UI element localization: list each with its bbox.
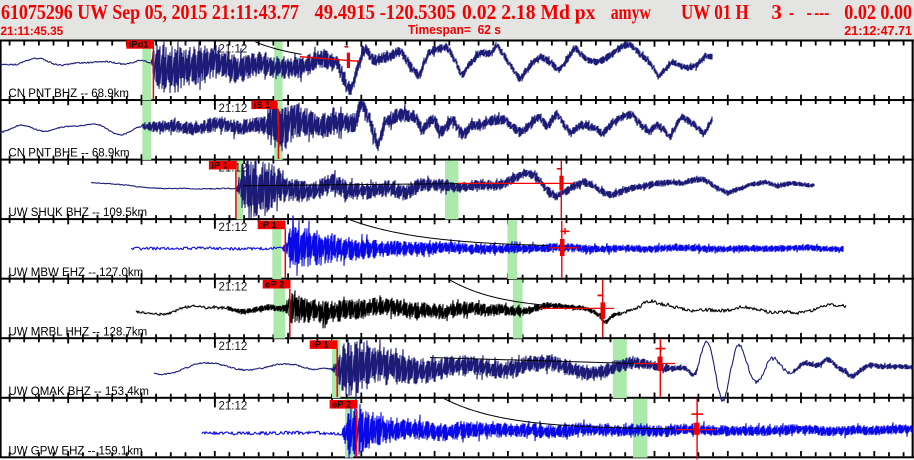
svg-text:-: - — [789, 0, 794, 24]
svg-text:CN PNT BHZ -- 68.9km: CN PNT BHZ -- 68.9km — [8, 88, 129, 100]
svg-text:iP 1: iP 1 — [312, 340, 328, 350]
svg-text:UW SHUK BHZ -- 109.5km: UW SHUK BHZ -- 109.5km — [8, 207, 147, 219]
svg-text:iS 1: iS 1 — [254, 100, 271, 110]
svg-text:21:12: 21:12 — [219, 103, 248, 115]
svg-text:amyw: amyw — [611, 0, 652, 24]
svg-text:UW QMAK BHZ -- 153.4km: UW QMAK BHZ -- 153.4km — [8, 386, 149, 398]
svg-text:21:12:47.71: 21:12:47.71 — [844, 24, 912, 38]
svg-text:eP 2: eP 2 — [265, 279, 284, 289]
svg-text:21:11:45.35: 21:11:45.35 — [1, 26, 64, 38]
svg-text:eP 2: eP 2 — [332, 399, 351, 409]
svg-text:iP 1: iP 1 — [211, 160, 227, 170]
svg-text:21:12: 21:12 — [219, 341, 248, 353]
svg-text:iPd1: iPd1 — [129, 40, 149, 50]
svg-text:UW 01 H: UW 01 H — [681, 0, 749, 24]
svg-text:21:12: 21:12 — [219, 43, 248, 55]
svg-text:49.4915 -120.5305: 49.4915 -120.5305 — [315, 0, 456, 24]
svg-text:0.02 2.18 Md px: 0.02 2.18 Md px — [462, 0, 596, 24]
svg-text:Timespan= 62 s: Timespan= 62 s — [408, 22, 501, 37]
svg-text:0.02 0.00: 0.02 0.00 — [844, 0, 912, 24]
svg-text:-: - — [807, 0, 812, 24]
svg-text:21:12: 21:12 — [219, 282, 248, 294]
svg-text:UW MBW EHZ -- 127.0km: UW MBW EHZ -- 127.0km — [8, 267, 143, 279]
svg-text:UW MRBL HHZ -- 128.7km: UW MRBL HHZ -- 128.7km — [8, 326, 147, 338]
svg-text:iP 1: iP 1 — [260, 220, 276, 230]
svg-text:3: 3 — [771, 0, 782, 24]
svg-text:21:12: 21:12 — [219, 222, 248, 234]
svg-text:CN PNT BHE -- 68.9km: CN PNT BHE -- 68.9km — [8, 148, 129, 160]
svg-text:UW GPW EHZ -- 159.1km: UW GPW EHZ -- 159.1km — [8, 445, 142, 457]
svg-text:---: --- — [814, 0, 829, 24]
svg-text:21:12: 21:12 — [219, 401, 248, 413]
svg-text:61075296 UW Sep 05, 2015 21:11: 61075296 UW Sep 05, 2015 21:11:43.77 — [1, 0, 299, 24]
